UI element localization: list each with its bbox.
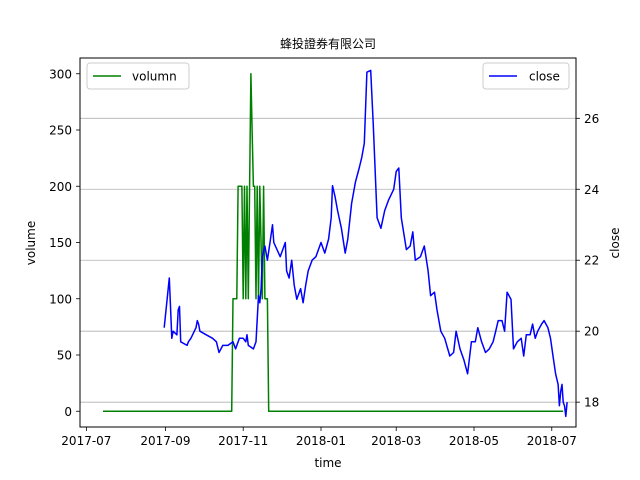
right-y-axis-title: close bbox=[608, 228, 622, 259]
legend-volume-label: volumn bbox=[132, 70, 177, 84]
x-tick-label: 2018-07 bbox=[527, 434, 577, 448]
right-y-tick-label: 24 bbox=[584, 183, 599, 197]
x-axis-title: time bbox=[314, 456, 341, 470]
axis-ticks: 2017-07 2017-09 2017-11 2018-01 2018-03 2018-… bbox=[49, 67, 599, 448]
left-y-tick-label: 250 bbox=[49, 124, 72, 138]
left-y-tick-label: 50 bbox=[57, 349, 72, 363]
x-tick-label: 2018-03 bbox=[371, 434, 421, 448]
close-series-line bbox=[163, 69, 568, 418]
left-y-tick-label: 150 bbox=[49, 236, 72, 250]
volume-series-line bbox=[103, 73, 564, 413]
grid-lines bbox=[80, 117, 576, 403]
legend-close-box bbox=[482, 62, 570, 90]
left-y-axis-title: volume bbox=[24, 221, 38, 265]
series-lines bbox=[103, 69, 568, 418]
right-y-tick-label: 20 bbox=[584, 325, 599, 339]
right-y-tick-label: 22 bbox=[584, 254, 599, 268]
legend-volume-box bbox=[86, 62, 190, 90]
x-tick-label: 2017-07 bbox=[61, 434, 111, 448]
legend-volume: volumn bbox=[86, 62, 190, 90]
legend-close-label: close bbox=[529, 70, 560, 84]
right-y-tick-label: 26 bbox=[584, 112, 599, 126]
left-y-tick-label: 0 bbox=[64, 405, 72, 419]
x-tick-label: 2018-01 bbox=[296, 434, 346, 448]
x-tick-label: 2017-11 bbox=[218, 434, 268, 448]
right-y-tick-label: 18 bbox=[584, 396, 599, 410]
left-y-tick-label: 200 bbox=[49, 180, 72, 194]
x-tick-label: 2018-05 bbox=[449, 434, 499, 448]
legend-close: close bbox=[482, 62, 570, 90]
x-tick-label: 2017-09 bbox=[140, 434, 190, 448]
left-y-tick-label: 300 bbox=[49, 67, 72, 81]
left-y-tick-label: 100 bbox=[49, 292, 72, 306]
chart-title: 蜂投證券有限公司 bbox=[280, 36, 376, 51]
